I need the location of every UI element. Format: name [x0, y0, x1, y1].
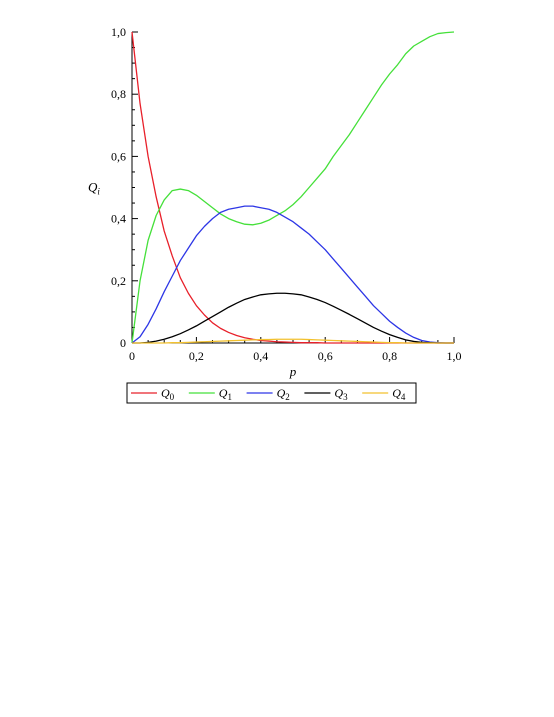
- series-line-q2: [131, 205, 454, 344]
- legend-label-q2: Q2: [277, 386, 290, 402]
- x-tick-label: 0,8: [382, 349, 397, 363]
- x-tick-label: 0: [129, 349, 135, 363]
- y-tick-label: 0,2: [111, 274, 126, 288]
- y-axis-title: Qi: [88, 180, 100, 197]
- y-tick-label: 0,4: [111, 212, 126, 226]
- x-tick-label: 0,4: [253, 349, 268, 363]
- x-tick-label: 0,6: [318, 349, 333, 363]
- legend-symbol: Q: [219, 386, 228, 400]
- legend-label-q1: Q1: [219, 386, 232, 402]
- x-tick-label: 1,0: [447, 349, 462, 363]
- legend: Q0 Q1 Q2 Q3 Q4: [126, 382, 417, 404]
- legend-label-q0: Q0: [161, 386, 175, 402]
- legend-subscript: 3: [343, 392, 348, 402]
- legend-label-q3: Q3: [334, 386, 348, 402]
- series-line-q1: [131, 31, 455, 344]
- series-line-q0: [131, 31, 454, 344]
- y-axis-title-symbol: Q: [88, 180, 98, 195]
- legend-subscript: 0: [170, 392, 175, 402]
- legend-symbol: Q: [161, 386, 170, 400]
- y-tick-label: 0: [120, 336, 126, 350]
- legend-subscript: 4: [401, 392, 406, 402]
- legend-subscript: 2: [285, 392, 290, 402]
- legend-symbol: Q: [392, 386, 401, 400]
- legend-symbol: Q: [334, 386, 343, 400]
- x-axis-title: p: [289, 364, 297, 379]
- y-tick-label: 0,8: [111, 87, 126, 101]
- series-layer: [131, 31, 455, 344]
- series-line-q3: [132, 292, 454, 344]
- legend-symbol: Q: [277, 386, 286, 400]
- y-tick-label: 1,0: [111, 25, 126, 39]
- axes: 0 0,2 0,4 0,6 0,8 1,0 0 0,2 0,4 0,6 0,8 1,0: [111, 25, 462, 363]
- series-line-q4: [132, 338, 454, 344]
- legend-label-q4: Q4: [392, 386, 406, 402]
- y-axis-title-subscript: i: [97, 187, 100, 197]
- y-tick-label: 0,6: [111, 149, 126, 163]
- x-tick-label: 0,2: [189, 349, 204, 363]
- legend-subscript: 1: [227, 392, 232, 402]
